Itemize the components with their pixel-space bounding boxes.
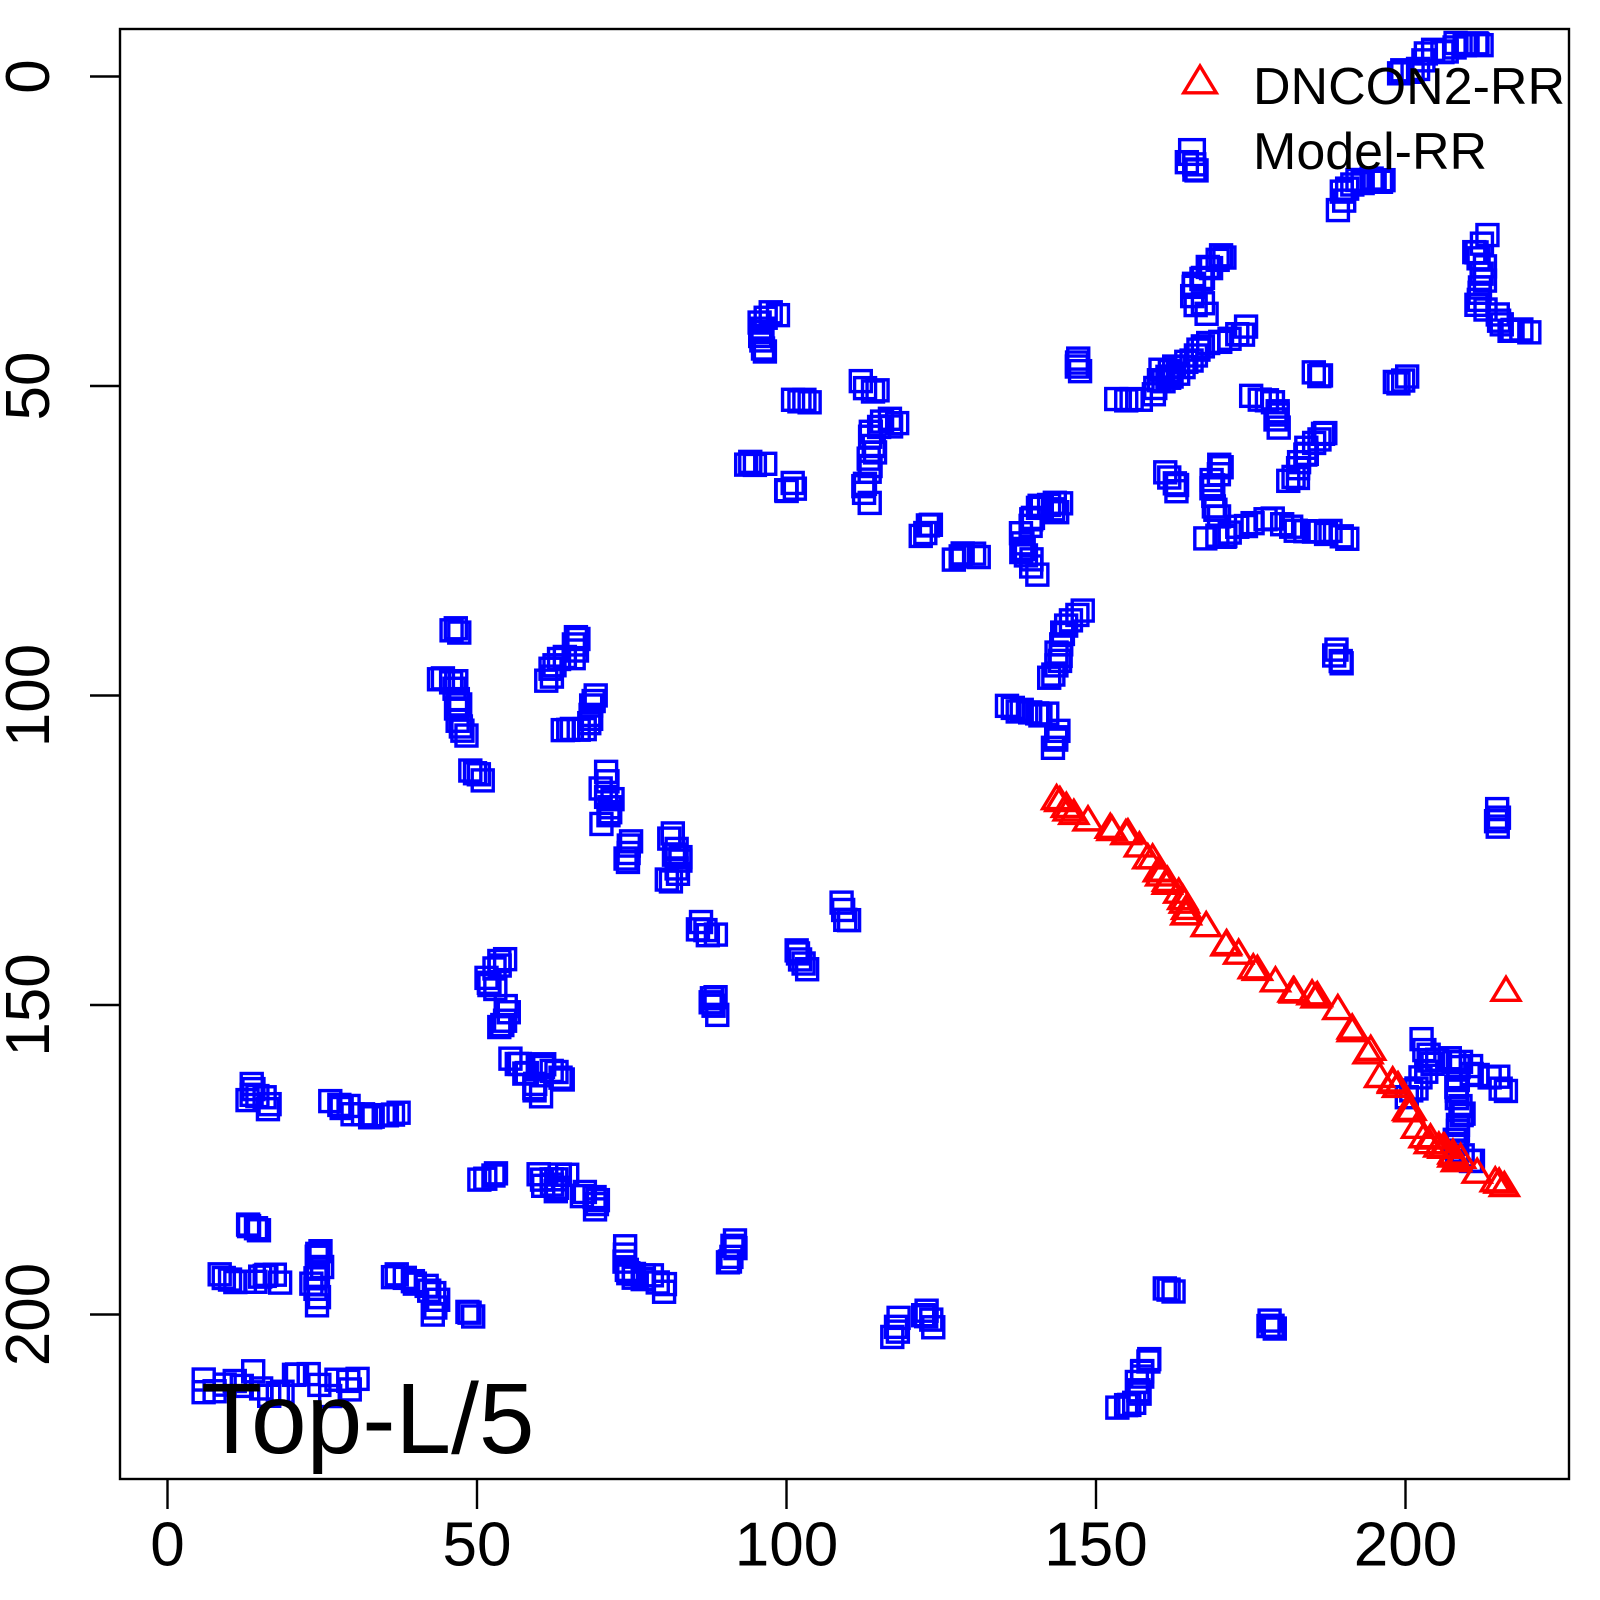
svg-text:150: 150 [1044, 1511, 1147, 1580]
svg-text:200: 200 [0, 1263, 63, 1366]
svg-text:150: 150 [0, 953, 63, 1056]
svg-text:50: 50 [0, 352, 63, 421]
svg-text:DNCON2-RR: DNCON2-RR [1253, 58, 1565, 116]
svg-text:100: 100 [0, 644, 63, 747]
svg-text:Model-RR: Model-RR [1253, 123, 1487, 181]
svg-text:200: 200 [1354, 1511, 1457, 1580]
svg-text:0: 0 [0, 59, 63, 93]
svg-text:Top-L/5: Top-L/5 [201, 1363, 535, 1475]
svg-text:100: 100 [735, 1511, 838, 1580]
svg-text:50: 50 [443, 1511, 512, 1580]
svg-text:0: 0 [150, 1511, 184, 1580]
